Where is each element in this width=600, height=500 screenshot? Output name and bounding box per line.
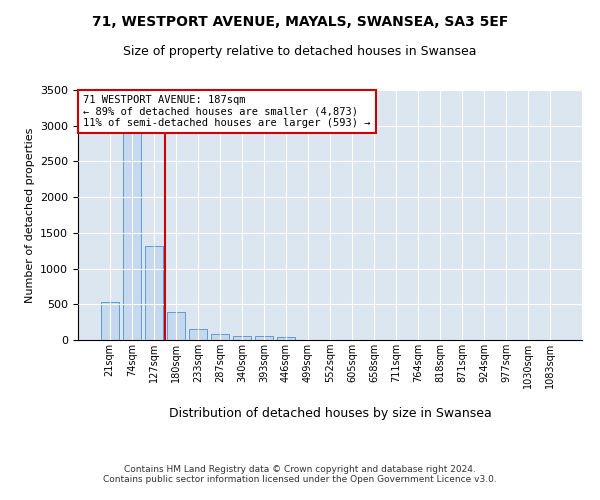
Bar <box>189 328 206 340</box>
Text: Contains HM Land Registry data © Crown copyright and database right 2024.
Contai: Contains HM Land Registry data © Crown c… <box>103 465 497 484</box>
Text: 71, WESTPORT AVENUE, MAYALS, SWANSEA, SA3 5EF: 71, WESTPORT AVENUE, MAYALS, SWANSEA, SA… <box>92 15 508 29</box>
Text: Size of property relative to detached houses in Swansea: Size of property relative to detached ho… <box>123 45 477 58</box>
Text: 71 WESTPORT AVENUE: 187sqm
← 89% of detached houses are smaller (4,873)
11% of s: 71 WESTPORT AVENUE: 187sqm ← 89% of deta… <box>83 95 371 128</box>
Bar <box>145 246 163 340</box>
Bar <box>233 336 251 340</box>
Bar <box>101 302 119 340</box>
Bar <box>211 334 229 340</box>
Bar <box>123 132 140 340</box>
Bar <box>277 337 295 340</box>
Y-axis label: Number of detached properties: Number of detached properties <box>25 128 35 302</box>
Bar <box>167 312 185 340</box>
Text: Distribution of detached houses by size in Swansea: Distribution of detached houses by size … <box>169 408 491 420</box>
Bar <box>255 336 273 340</box>
